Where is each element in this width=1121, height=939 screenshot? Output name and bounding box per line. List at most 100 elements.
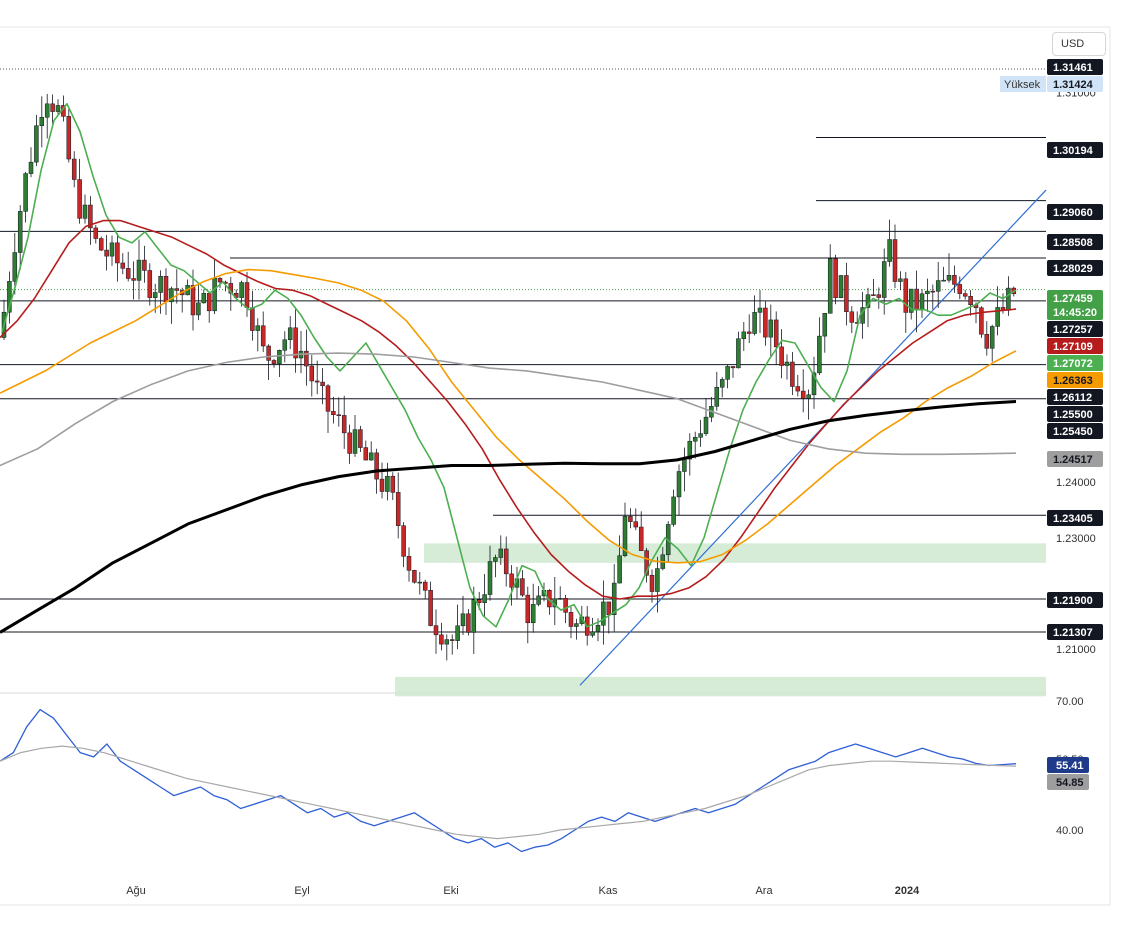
price-badge-label: 1.30194: [1053, 145, 1094, 157]
oscillator-line: [0, 708, 1017, 853]
candle-up: [460, 613, 466, 627]
price-badge: [1047, 406, 1103, 422]
candle-up: [601, 601, 606, 626]
candle-up: [417, 581, 423, 584]
price-badge-label: 1.25500: [1053, 409, 1093, 421]
candle-down: [347, 432, 352, 454]
candle-down: [331, 411, 336, 415]
candle-down: [644, 550, 649, 576]
price-badge-label: 1.21307: [1053, 627, 1093, 639]
candle-up: [752, 312, 757, 334]
candle-down: [449, 639, 455, 641]
candle-up: [806, 394, 811, 399]
candle-down: [336, 414, 342, 416]
ma-black-line: [0, 400, 1017, 634]
price-badge-label: 1.27257: [1053, 324, 1093, 336]
candle-down: [746, 331, 752, 334]
candle-down: [633, 521, 639, 528]
candle-down: [638, 526, 644, 551]
candle-up: [557, 598, 563, 600]
candle-down: [984, 333, 990, 349]
candle-down: [854, 322, 860, 324]
candle-up: [827, 258, 833, 314]
oscillator-signal-line: [0, 745, 1017, 840]
x-tick-label: Eki: [443, 885, 458, 897]
y-tick-label: 1.21000: [1056, 644, 1096, 656]
candle-up: [7, 281, 12, 313]
osc-price-badge: [1047, 774, 1089, 790]
candle-down: [266, 345, 271, 361]
candle-down: [260, 325, 266, 347]
candle-up: [455, 625, 460, 641]
candle-up: [736, 338, 741, 369]
currency-selector[interactable]: USD: [1052, 32, 1106, 56]
candle-down: [833, 258, 838, 298]
candle-up: [12, 252, 18, 282]
candle-down: [304, 350, 309, 367]
candle-up: [908, 288, 914, 313]
price-badge: [1047, 142, 1103, 158]
candle-down: [763, 307, 768, 338]
candle-up: [201, 293, 207, 304]
candle-down: [120, 262, 126, 269]
x-tick-label: 2024: [895, 885, 920, 897]
candle-up: [574, 623, 579, 627]
candle-down: [412, 570, 417, 583]
candle-down: [957, 284, 963, 294]
candle-down: [395, 492, 401, 526]
candle-up: [741, 331, 747, 339]
candle-down: [433, 625, 439, 636]
candle-down: [374, 452, 379, 480]
price-badge: [1047, 355, 1103, 371]
candle-down: [363, 447, 369, 461]
candle-down: [503, 548, 509, 575]
y-tick-label: 1.24000: [1056, 477, 1096, 489]
candle-down: [795, 386, 801, 392]
candle-up: [919, 293, 925, 311]
candle-down: [871, 294, 876, 296]
candle-down: [773, 319, 779, 348]
candle-up: [622, 516, 628, 556]
candle-up: [530, 604, 536, 624]
x-tick-label: Ağu: [126, 885, 146, 897]
candle-down: [422, 581, 428, 591]
price-badge-label: 1.28508: [1053, 237, 1093, 249]
candle-up: [352, 429, 358, 454]
candle-up: [757, 307, 763, 313]
candle-up: [493, 557, 498, 562]
candle-down: [325, 385, 331, 412]
candle-up: [898, 278, 903, 282]
candle-up: [287, 327, 293, 340]
candle-up: [109, 242, 115, 257]
candle-up: [39, 116, 45, 126]
candle-up: [676, 471, 682, 498]
candle-down: [568, 612, 574, 627]
price-badge: [1047, 372, 1103, 388]
candle-up: [487, 561, 493, 595]
candle-up: [282, 339, 288, 351]
osc-y-tick-label: 70.00: [1056, 696, 1084, 708]
x-tick-label: Ara: [755, 885, 773, 897]
candle-down: [125, 268, 131, 279]
candle-up: [995, 307, 1000, 327]
candle-down: [406, 556, 412, 571]
candle-down: [77, 179, 82, 219]
candles-group: [1, 93, 1017, 661]
candle-up: [935, 280, 941, 292]
candle-up: [655, 568, 660, 592]
candle-down: [88, 204, 93, 229]
price-badge: [1047, 290, 1103, 306]
candle-up: [881, 261, 887, 298]
candle-down: [520, 578, 525, 596]
candle-up: [784, 361, 790, 366]
candle-up: [471, 599, 477, 633]
candle-down: [844, 275, 849, 313]
candle-down: [525, 594, 531, 624]
candle-up: [212, 278, 217, 312]
candle-up: [725, 366, 730, 380]
candle-up: [55, 105, 61, 112]
candle-up: [822, 313, 828, 337]
price-badge: [1047, 321, 1103, 337]
candle-down: [98, 238, 104, 251]
